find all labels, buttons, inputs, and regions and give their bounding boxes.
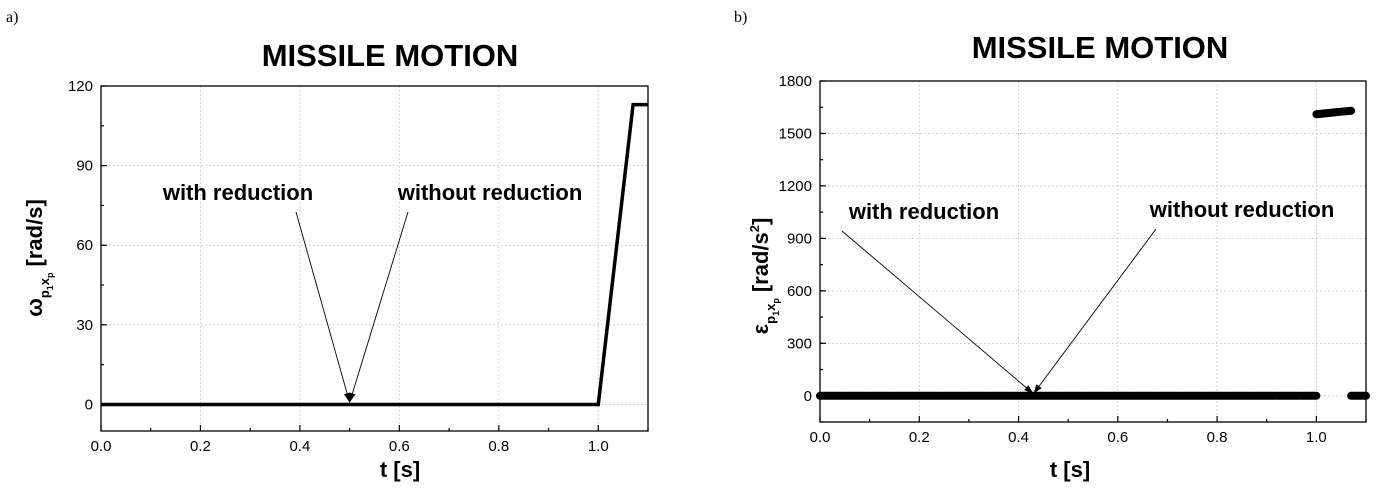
x-tick-label: 0.8 [1207, 429, 1228, 446]
annotation-arrowhead [349, 392, 356, 403]
x-tick-label: 1.0 [1306, 429, 1327, 446]
annotation-arrowhead [1024, 385, 1034, 394]
x-tick-label: 0.4 [1008, 429, 1029, 446]
panel-a-y-symbol: ω [22, 298, 47, 317]
panel-b-x-axis-label: t [s] [1050, 457, 1090, 482]
x-tick-label: 0.6 [1107, 429, 1128, 446]
panel-b-y-unit-sup: 2 [747, 225, 762, 232]
panel-b-grid [819, 80, 1366, 422]
y-tick-label: 0 [85, 396, 93, 413]
panel-a-annotation-without-reduction: without reduction [397, 180, 583, 205]
panel-b-plot-frame [819, 80, 1367, 423]
panel-a-annotations: with reduction without reduction [162, 180, 583, 403]
panel-a-y-unit: [rad/s] [22, 199, 47, 266]
y-tick-label: 30 [76, 317, 93, 334]
x-tick-label: 0.0 [91, 438, 112, 455]
series-line-segment [1312, 106, 1356, 119]
panel-a-y-sub2: x [37, 277, 52, 285]
panel-b-y-sub2: x [763, 303, 778, 311]
panel-a-y-subsub2: p [45, 272, 55, 278]
panel-b-y-unit: [rad/s [748, 232, 773, 292]
annotation-arrow-line [1033, 228, 1157, 395]
y-tick-label: 900 [787, 230, 812, 247]
y-tick-label: 1800 [779, 73, 812, 90]
panel-a-y-axis-label: ωp1xp[rad/s] [22, 199, 55, 317]
svg-text:εp1xp[rad/s2]: εp1xp[rad/s2] [747, 218, 781, 335]
panel-b-series [816, 106, 1370, 400]
panel-b-title: MISSILE MOTION [972, 30, 1229, 65]
panel-b-annotations: with reduction without reduction [841, 197, 1335, 395]
panel-a-grid [100, 85, 648, 431]
annotation-arrow-line [295, 211, 351, 403]
panel-a-annotation-with-reduction: with reduction [162, 180, 313, 205]
y-tick-label: 1200 [779, 178, 812, 195]
panel-a-ticks: 0.0 0.2 0.4 0.6 0.8 1.0 0 30 60 90 120 [68, 78, 649, 455]
annotation-arrowhead [1033, 384, 1042, 394]
y-tick-label: 0 [804, 388, 812, 405]
x-tick-label: 0.6 [389, 438, 410, 455]
y-tick-label: 600 [787, 283, 812, 300]
y-tick-label: 1500 [779, 125, 812, 142]
annotation-arrowhead [343, 392, 351, 403]
panel-a-y-sub: p [37, 290, 52, 298]
panel-b-annotation-with-reduction: with reduction [848, 199, 999, 224]
chart-panel-b: b) MISSILE MOTION 0.0 0.2 0.4 0.6 0.8 1.0 0 300… [734, 9, 1370, 482]
y-tick-label: 300 [787, 335, 812, 352]
panel-a-y-subsub: 1 [45, 285, 55, 290]
x-tick-label: 0.2 [909, 429, 930, 446]
chart-panel-a: a) MISSILE MOTION 0.0 0.2 0.4 0.6 0.8 1.0 0 30 6… [6, 9, 649, 482]
series-line [101, 102, 648, 407]
x-tick-label: 0.4 [289, 438, 310, 455]
panel-b-y-axis-label: εp1xp[rad/s2] [747, 218, 781, 335]
panel-a-series [101, 102, 648, 407]
panel-b-y-unit-end: ] [748, 218, 773, 225]
y-tick-label: 60 [76, 237, 93, 254]
panel-b-y-symbol: ε [748, 323, 773, 334]
panel-a-plot-frame [100, 85, 649, 432]
x-tick-label: 0.8 [488, 438, 509, 455]
x-tick-label: 1.0 [588, 438, 609, 455]
y-tick-label: 90 [76, 158, 93, 175]
panel-a-x-axis-label: t [s] [380, 457, 420, 482]
panel-b-y-sub: p [763, 316, 778, 324]
x-tick-label: 0.0 [810, 429, 831, 446]
panel-a-label: a) [6, 9, 18, 26]
svg-text:ωp1xp[rad/s]: ωp1xp[rad/s] [22, 199, 55, 317]
panel-b-y-subsub2: p [771, 298, 781, 304]
annotation-arrow-line [841, 230, 1034, 395]
panel-b-ticks: 0.0 0.2 0.4 0.6 0.8 1.0 0 300 600 900 1200 1500 1800 [779, 73, 1367, 446]
panel-b-y-subsub: 1 [771, 311, 781, 316]
panel-b-annotation-without-reduction: without reduction [1149, 197, 1335, 222]
annotation-arrow-line [349, 211, 409, 403]
x-tick-label: 0.2 [190, 438, 211, 455]
panel-a-title: MISSILE MOTION [262, 38, 519, 73]
y-tick-label: 120 [68, 78, 93, 95]
panel-b-label: b) [734, 9, 747, 26]
